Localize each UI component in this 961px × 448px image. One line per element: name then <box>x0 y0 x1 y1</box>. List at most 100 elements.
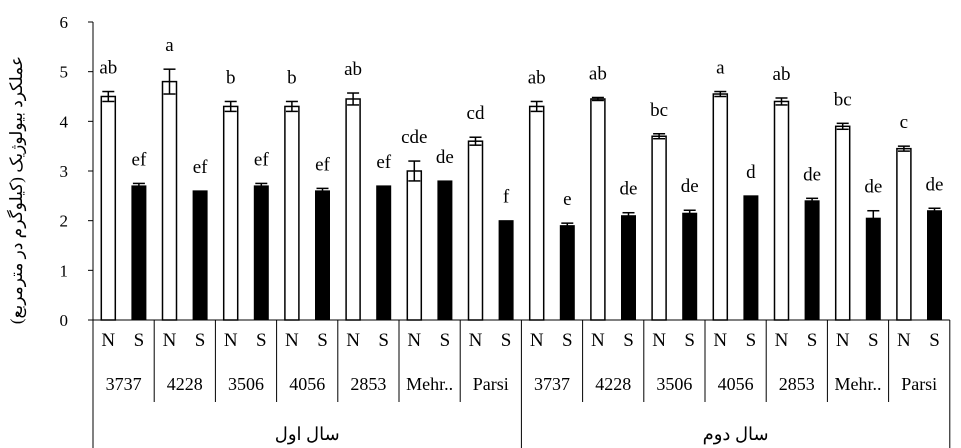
treatment-label: N <box>836 330 850 351</box>
bar-s <box>376 185 392 321</box>
significance-letter: ab <box>99 58 117 79</box>
bar-s <box>621 215 636 321</box>
bar-n <box>222 105 239 321</box>
treatment-label: N <box>775 330 789 351</box>
bar-s <box>927 210 942 321</box>
significance-letter: c <box>900 112 908 133</box>
significance-letter: b <box>287 67 297 88</box>
treatment-label: N <box>469 330 483 351</box>
genotype-label: 2853 <box>779 374 815 394</box>
bar-s <box>743 195 759 321</box>
significance-letter: bc <box>834 89 852 110</box>
significance-letter: f <box>503 187 510 208</box>
significance-letter: cde <box>401 127 427 148</box>
significance-letter: ef <box>132 149 147 170</box>
bar-n <box>590 98 606 321</box>
bar-s <box>682 212 698 321</box>
significance-letter: ef <box>254 149 269 170</box>
significance-letter: de <box>864 177 882 198</box>
y-tick-label: 5 <box>60 63 69 82</box>
significance-letter: de <box>803 164 821 185</box>
genotype-label: 4228 <box>595 374 631 394</box>
treatment-label: N <box>591 330 605 351</box>
significance-letter: de <box>926 174 944 195</box>
treatment-label: S <box>684 330 695 351</box>
bar-s <box>192 190 208 321</box>
bar-n <box>896 147 912 321</box>
bar-s <box>865 217 881 321</box>
bar-n <box>406 170 423 321</box>
bar-s <box>437 180 453 321</box>
bar-n <box>712 93 729 321</box>
significance-letter: ab <box>773 64 791 85</box>
y-tick-label: 3 <box>60 162 69 181</box>
y-tick-label: 4 <box>60 112 69 131</box>
treatment-label: N <box>285 330 299 351</box>
genotype-label: 3506 <box>656 374 692 394</box>
treatment-label: S <box>134 330 145 351</box>
genotype-label: Parsi <box>901 374 937 394</box>
genotype-label: 4228 <box>167 374 203 394</box>
treatment-label: S <box>440 330 451 351</box>
genotype-label: 3737 <box>106 374 142 394</box>
significance-letter: de <box>436 147 454 168</box>
treatment-label: S <box>868 330 879 351</box>
treatment-label: N <box>407 330 421 351</box>
plot-area: abefaefbefbefabefcdedecdfabeabdebcdeadab… <box>93 35 950 321</box>
bar-n <box>161 80 178 321</box>
bar-n <box>467 140 484 321</box>
significance-letter: ef <box>376 152 391 173</box>
genotype-label: 4056 <box>718 374 754 394</box>
year-label: سال اول <box>275 424 340 445</box>
genotype-label: Mehr.. <box>835 374 882 394</box>
y-tick-label: 0 <box>60 311 69 330</box>
significance-letter: de <box>620 179 638 200</box>
bar-n <box>528 105 545 321</box>
genotype-label: Parsi <box>473 374 509 394</box>
bar-n <box>651 135 667 321</box>
treatment-label: N <box>346 330 360 351</box>
y-tick-label: 2 <box>60 212 69 231</box>
bar-s <box>804 200 820 321</box>
bar-n <box>345 98 361 321</box>
significance-letter: ab <box>344 59 362 80</box>
treatment-label: S <box>929 330 940 351</box>
y-axis-label: عملکرد بیولوژیک (کیلوگرم در مترمربع) <box>6 56 27 324</box>
y-axis: 0 1 2 3 4 5 6 <box>60 13 94 448</box>
treatment-label: N <box>530 330 544 351</box>
significance-letter: e <box>563 189 571 210</box>
treatment-label: S <box>195 330 206 351</box>
treatment-label: N <box>897 330 911 351</box>
genotype-label: 2853 <box>350 374 386 394</box>
significance-letter: ef <box>193 157 208 178</box>
treatment-label: N <box>713 330 727 351</box>
treatment-label: S <box>807 330 818 351</box>
significance-letter: ab <box>589 63 607 84</box>
significance-letter: ef <box>315 154 330 175</box>
treatment-label: N <box>101 330 115 351</box>
y-tick-label: 6 <box>60 13 69 32</box>
treatment-label: N <box>224 330 238 351</box>
treatment-label: S <box>378 330 389 351</box>
treatment-label: S <box>562 330 573 351</box>
treatment-label: S <box>501 330 512 351</box>
bar-n <box>284 105 300 321</box>
bar-s <box>253 185 269 321</box>
treatment-label: S <box>256 330 267 351</box>
bar-n <box>773 100 790 321</box>
year-label: سال دوم <box>703 424 769 445</box>
y-tick-label: 1 <box>60 261 69 280</box>
bar-s <box>315 190 330 321</box>
genotype-label: 3506 <box>228 374 264 394</box>
genotype-label: 3737 <box>534 374 570 394</box>
significance-letter: ab <box>528 67 546 88</box>
significance-letter: a <box>165 35 174 56</box>
significance-letter: bc <box>650 100 668 121</box>
treatment-label: N <box>163 330 177 351</box>
bar-n <box>100 95 117 321</box>
treatment-label: N <box>652 330 666 351</box>
genotype-label: Mehr.. <box>406 374 453 394</box>
significance-letter: d <box>746 162 756 183</box>
